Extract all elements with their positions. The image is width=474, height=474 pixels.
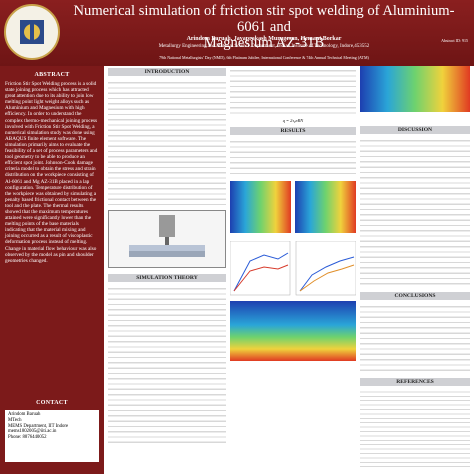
heat-equation-text (230, 66, 356, 116)
conclusions-heading: CONCLUSIONS (360, 292, 470, 300)
institute-emblem-icon (20, 20, 44, 44)
thermo-mechanical-figure (360, 66, 470, 112)
contour-figures (230, 181, 356, 237)
contact-box: Arindom Baruah MTech MEMS Department, II… (5, 410, 99, 462)
contact-phone: Phone: 8876440052 (8, 435, 47, 441)
contact-name: Arindom Baruah (8, 412, 41, 417)
introduction-paragraphs (108, 78, 226, 206)
contact-email[interactable]: mems1802005@iiti.ac.in (8, 429, 57, 435)
tool-geometry-figure (108, 210, 226, 268)
references-heading: REFERENCES (360, 378, 470, 386)
poster-header: Numerical simulation of friction stir sp… (0, 0, 474, 66)
references-list (360, 388, 470, 468)
conference: 79th National Metallurgists' Day (NMD), … (159, 55, 369, 60)
title-line-1: Numerical simulation of friction stir sp… (73, 3, 455, 35)
tool-diagram-icon (129, 215, 205, 257)
conclusions-text (360, 302, 470, 372)
institute-logo (4, 4, 60, 60)
column-3: DISCUSSION CONCLUSIONS REFERENCES (360, 66, 470, 468)
affiliation: Metallurgy Engineering and Material Scie… (158, 44, 370, 49)
authors: Arindom Baruah, Jayaprakash Murugesan, H… (186, 36, 342, 42)
contact-heading: CONTACT (36, 400, 68, 406)
temperature-contour-plot (295, 181, 356, 234)
left-column: ABSTRACT Friction Stir Spot Welding proc… (0, 66, 104, 474)
simulation-theory-heading: SIMULATION THEORY (108, 274, 226, 282)
title-line-2: Magnesium AZ-31B (203, 35, 325, 51)
column-2: q = 2τ₀πRN RESULTS (229, 66, 357, 362)
introduction-text (108, 78, 226, 206)
discussion-text (360, 136, 470, 286)
abstract-id: Abstract ID: 915 (441, 38, 468, 43)
weld-contour-figure (230, 301, 356, 362)
poster-body: INTRODUCTION SIMULATION THEORY q = 2τ₀πR… (104, 66, 474, 474)
results-heading: RESULTS (230, 127, 356, 136)
heat-equation: q = 2τ₀πRN (282, 118, 304, 123)
contact-section: CONTACT Arindom Baruah MTech MEMS Depart… (0, 400, 104, 466)
result-line-plots (229, 241, 357, 296)
column-1: INTRODUCTION SIMULATION THEORY (108, 66, 226, 444)
contact-dept: MEMS Department, IIT Indore (8, 423, 69, 429)
contact-degree: MTech (8, 417, 22, 423)
abstract-heading: ABSTRACT (34, 72, 70, 78)
simulation-theory-text (108, 284, 226, 444)
introduction-heading: INTRODUCTION (108, 68, 226, 76)
poster-title: Numerical simulation of friction stir sp… (62, 3, 466, 51)
abstract-text: Friction Stir Spot Welding process is a … (5, 81, 98, 264)
results-text (230, 137, 356, 178)
discussion-heading: DISCUSSION (360, 126, 470, 134)
stress-contour-plot (230, 181, 291, 234)
result-graphs (229, 241, 357, 297)
